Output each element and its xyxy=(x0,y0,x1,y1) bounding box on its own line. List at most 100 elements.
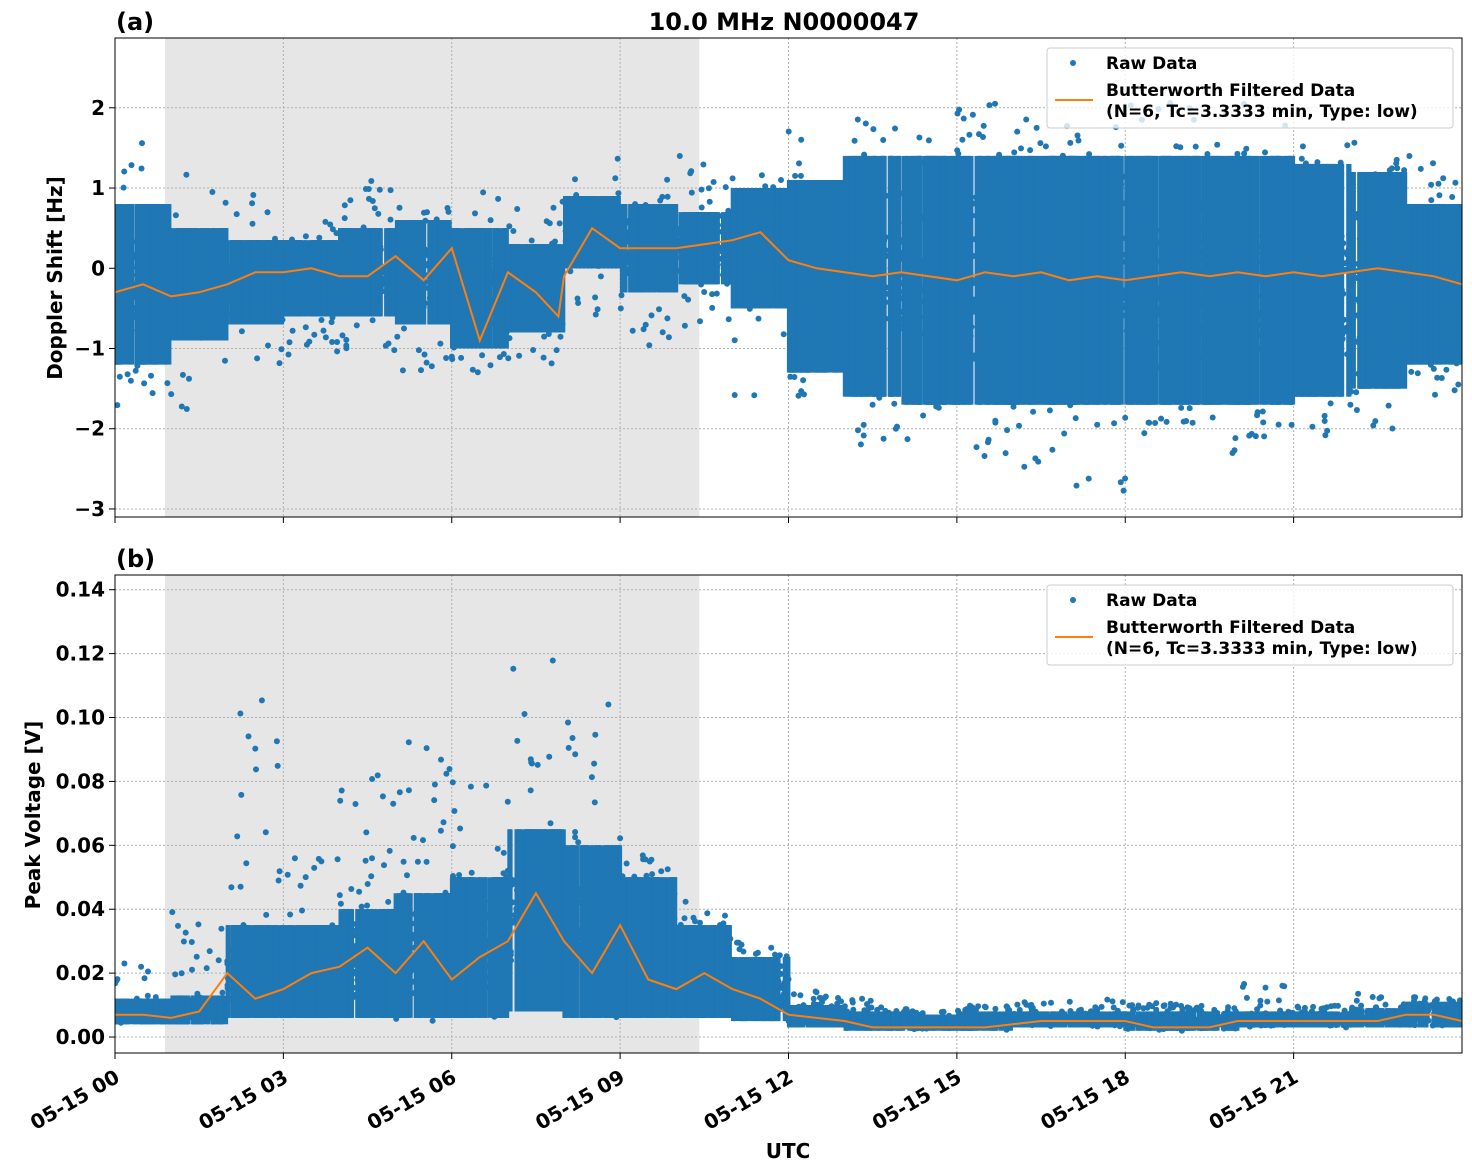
raw-point xyxy=(1067,139,1074,146)
figure-title: 10.0 MHz N0000047 xyxy=(649,8,920,36)
raw-point-cluster xyxy=(1000,155,1005,405)
raw-point-cluster xyxy=(178,228,183,341)
raw-point-cluster xyxy=(273,240,278,325)
raw-point-cluster xyxy=(1166,155,1170,405)
raw-point-cluster xyxy=(202,228,207,341)
raw-point xyxy=(780,331,787,338)
raw-point xyxy=(302,233,309,240)
raw-point xyxy=(186,375,192,382)
raw-point-cluster xyxy=(1202,155,1207,405)
raw-point-cluster xyxy=(1206,155,1211,405)
raw-point-cluster xyxy=(278,240,282,325)
raw-point xyxy=(984,439,991,446)
raw-point-cluster xyxy=(887,155,892,397)
raw-point xyxy=(553,347,560,354)
raw-point-cluster xyxy=(1439,204,1444,365)
raw-point xyxy=(1030,408,1037,415)
raw-point-cluster xyxy=(1086,155,1091,405)
raw-point-cluster xyxy=(519,244,524,333)
raw-point-cluster xyxy=(199,228,204,341)
raw-point-cluster xyxy=(860,155,865,397)
raw-point xyxy=(443,355,450,361)
raw-point-cluster xyxy=(566,196,571,269)
raw-point-cluster xyxy=(616,196,621,269)
raw-point-cluster xyxy=(242,240,247,325)
raw-point-cluster xyxy=(452,228,456,349)
raw-point-cluster xyxy=(570,196,575,269)
raw-point-cluster xyxy=(813,180,818,373)
raw-point-cluster xyxy=(855,155,860,397)
raw-point-cluster xyxy=(824,180,829,373)
y-axis-label-b: Peak Voltage [V] xyxy=(21,721,45,910)
raw-point xyxy=(795,392,802,399)
raw-point xyxy=(264,209,271,216)
raw-point xyxy=(369,317,376,324)
raw-point-cluster xyxy=(1033,155,1038,405)
raw-point-cluster xyxy=(1321,163,1325,397)
raw-point xyxy=(334,339,341,345)
legend-raw-marker xyxy=(1070,60,1076,66)
raw-point xyxy=(178,403,185,410)
raw-point xyxy=(487,362,494,369)
x-axis-label: UTC xyxy=(766,1139,811,1163)
raw-point xyxy=(1322,432,1329,439)
raw-point xyxy=(659,193,666,200)
raw-point-cluster xyxy=(1236,155,1240,405)
raw-point xyxy=(495,195,502,202)
raw-point xyxy=(731,392,738,398)
raw-point xyxy=(1042,143,1049,150)
raw-point xyxy=(183,171,190,178)
raw-point-cluster xyxy=(606,196,611,269)
raw-point xyxy=(1288,421,1295,428)
raw-point-cluster xyxy=(1154,155,1159,405)
raw-point xyxy=(612,175,619,182)
raw-point-cluster xyxy=(472,228,477,349)
raw-point-cluster xyxy=(1246,155,1251,405)
raw-point xyxy=(1158,415,1165,422)
raw-point-cluster xyxy=(1304,163,1309,397)
raw-point-cluster xyxy=(1406,204,1411,365)
raw-point xyxy=(1037,140,1044,147)
raw-point xyxy=(1309,423,1316,430)
raw-point xyxy=(920,412,927,419)
raw-point-cluster xyxy=(551,244,556,333)
raw-point-cluster xyxy=(1410,204,1415,365)
raw-point xyxy=(341,202,348,209)
raw-point xyxy=(322,218,329,225)
raw-point xyxy=(960,115,967,122)
raw-point xyxy=(172,212,179,219)
raw-point-cluster xyxy=(782,188,787,309)
raw-point xyxy=(992,100,998,107)
raw-point xyxy=(778,177,784,183)
raw-point-cluster xyxy=(1054,155,1059,405)
raw-point xyxy=(959,136,966,143)
raw-point-cluster xyxy=(1368,171,1373,389)
raw-point xyxy=(1049,446,1056,453)
raw-point xyxy=(238,328,245,335)
raw-point xyxy=(860,421,867,428)
raw-point xyxy=(1393,156,1400,163)
raw-point xyxy=(265,342,271,349)
raw-point-cluster xyxy=(702,212,707,285)
raw-point xyxy=(183,406,190,412)
raw-point-cluster xyxy=(1076,155,1081,405)
raw-point-cluster xyxy=(1024,155,1029,405)
raw-point-cluster xyxy=(437,220,442,325)
raw-point xyxy=(376,186,383,193)
raw-point xyxy=(545,331,552,337)
raw-point-cluster xyxy=(1450,204,1455,365)
raw-point-cluster xyxy=(339,228,343,317)
raw-point xyxy=(249,200,256,207)
raw-point-cluster xyxy=(1021,155,1026,405)
raw-point-cluster xyxy=(512,244,517,333)
raw-point xyxy=(1298,155,1305,162)
raw-point-cluster xyxy=(1338,163,1343,397)
raw-point-cluster xyxy=(309,240,314,317)
raw-point-cluster xyxy=(1232,155,1237,405)
raw-point-cluster xyxy=(415,220,420,325)
raw-point xyxy=(1141,430,1148,437)
raw-point xyxy=(552,238,558,245)
raw-point xyxy=(615,190,622,197)
raw-point-cluster xyxy=(419,220,423,325)
raw-point xyxy=(904,436,911,443)
